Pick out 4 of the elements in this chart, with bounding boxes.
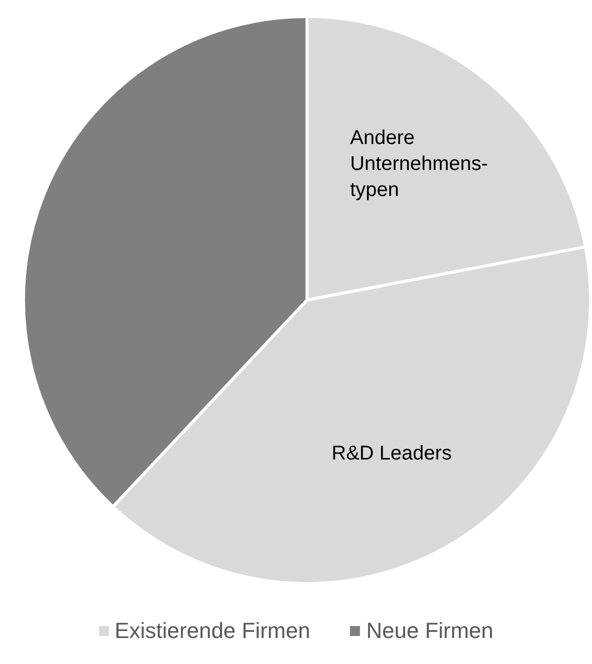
text: Neue Firmen [366,618,494,644]
slice-label: Andere Unternehmens-typen [350,127,488,202]
slice-label: R&D Leaders [332,442,452,465]
text: Existierende Firmen [114,618,310,644]
